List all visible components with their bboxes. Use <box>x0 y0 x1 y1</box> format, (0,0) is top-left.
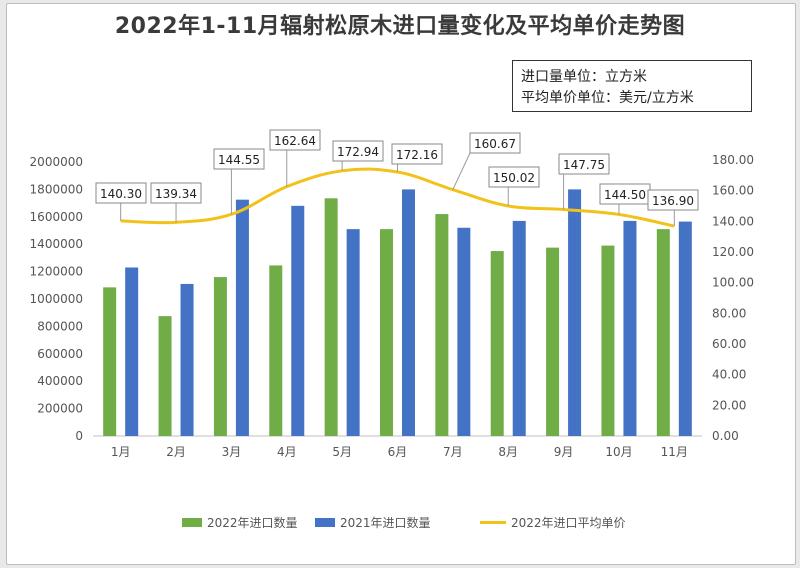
y-left-tick-label: 400000 <box>37 374 83 388</box>
bar-2022 <box>269 265 283 436</box>
legend-label: 2021年进口数量 <box>340 516 431 530</box>
bar-2021 <box>457 227 471 436</box>
bar-2021 <box>402 189 415 436</box>
bar-2022 <box>213 277 227 436</box>
price-data-label: 162.64 <box>274 134 316 148</box>
bar-2021 <box>678 221 692 436</box>
bar-2022 <box>435 214 449 436</box>
y-left-tick-label: 1200000 <box>30 265 83 279</box>
y-left-tick-label: 1800000 <box>30 182 83 196</box>
price-data-label: 172.16 <box>396 148 438 162</box>
bar-2022 <box>324 198 338 436</box>
x-tick-label: 9月 <box>554 445 574 459</box>
y-right-tick-label: 80.00 <box>712 306 746 320</box>
data-label-box <box>150 182 202 204</box>
data-label-box <box>269 129 321 151</box>
data-label-leader <box>452 152 471 190</box>
y-left-tick-label: 200000 <box>37 402 83 416</box>
unit-note-box: 进口量单位：立方米 平均单价单位：美元/立方米 <box>512 60 752 112</box>
data-label-box <box>95 182 147 204</box>
legend-swatch <box>315 518 335 527</box>
y-right-tick-label: 0.00 <box>712 429 739 443</box>
y-left-tick-label: 2000000 <box>30 155 83 169</box>
unit-note-quantity: 进口量单位：立方米 <box>521 69 647 85</box>
y-left-tick-label: 1000000 <box>30 292 83 306</box>
legend-item: 2022年进口数量 <box>182 514 298 531</box>
chart-title: 2022年1-11月辐射松原木进口量变化及平均单价走势图 <box>114 14 686 39</box>
bar-2022 <box>158 316 172 436</box>
price-data-label: 147.75 <box>563 158 605 172</box>
bar-2022 <box>103 287 117 436</box>
data-label-box <box>391 143 443 165</box>
bar-2021 <box>346 229 360 436</box>
data-label-box <box>469 132 521 154</box>
y-right-tick-label: 40.00 <box>712 368 746 382</box>
x-tick-label: 2月 <box>166 445 186 459</box>
price-data-label: 136.90 <box>652 194 694 208</box>
y-left-tick-label: 1600000 <box>30 210 83 224</box>
y-right-tick-label: 140.00 <box>712 214 754 228</box>
legend-label: 2022年进口平均单价 <box>511 516 626 530</box>
legend-swatch <box>182 518 202 527</box>
price-data-label: 172.94 <box>337 145 379 159</box>
data-label-box <box>647 189 699 211</box>
bar-2022 <box>546 247 560 436</box>
x-tick-label: 10月 <box>605 445 632 459</box>
y-left-tick-label: 0 <box>75 429 83 443</box>
bar-2021 <box>623 220 637 436</box>
price-data-label: 144.55 <box>218 153 260 167</box>
price-data-label: 150.02 <box>493 171 535 185</box>
y-left-tick-label: 800000 <box>37 319 83 333</box>
x-tick-label: 4月 <box>277 445 297 459</box>
data-label-box <box>488 166 540 188</box>
bar-2022 <box>656 229 670 436</box>
price-data-label: 139.34 <box>155 187 197 201</box>
bar-2021 <box>180 283 194 436</box>
price-data-label: 144.50 <box>604 188 646 202</box>
y-right-tick-label: 20.00 <box>712 398 746 412</box>
x-tick-label: 8月 <box>498 445 518 459</box>
y-right-tick-label: 160.00 <box>712 184 754 198</box>
y-right-tick-label: 60.00 <box>712 337 746 351</box>
bar-2021 <box>512 220 526 436</box>
bar-2022 <box>490 251 504 436</box>
data-label-box <box>332 140 384 162</box>
line-2022-price <box>120 167 675 228</box>
price-data-label: 140.30 <box>100 187 142 201</box>
chart-legend: 2022年进口数量 2021年进口数量 2022年进口平均单价 <box>0 514 800 536</box>
bar-2021 <box>568 189 582 436</box>
legend-label: 2022年进口数量 <box>207 516 298 530</box>
y-left-tick-label: 600000 <box>37 347 83 361</box>
data-label-box <box>558 153 610 175</box>
price-data-label: 160.67 <box>474 137 516 151</box>
legend-item: 2022年进口平均单价 <box>480 514 626 531</box>
bar-2021 <box>235 199 249 436</box>
x-tick-label: 6月 <box>388 445 408 459</box>
data-label-box <box>213 148 265 170</box>
bar-2022 <box>380 229 393 436</box>
x-tick-label: 7月 <box>443 445 463 459</box>
legend-item: 2021年进口数量 <box>315 514 431 531</box>
bar-2022 <box>601 245 615 436</box>
y-right-tick-label: 100.00 <box>712 276 754 290</box>
y-left-tick-label: 1400000 <box>30 237 83 251</box>
bar-2021 <box>291 205 305 436</box>
y-right-tick-label: 180.00 <box>712 153 754 167</box>
legend-swatch <box>480 521 506 524</box>
x-tick-label: 3月 <box>222 445 242 459</box>
unit-note-price: 平均单价单位：美元/立方米 <box>521 90 694 106</box>
x-tick-label: 11月 <box>661 445 688 459</box>
x-tick-label: 1月 <box>111 445 131 459</box>
bar-2021 <box>125 267 139 436</box>
y-right-tick-label: 120.00 <box>712 245 754 259</box>
x-tick-label: 5月 <box>332 445 352 459</box>
